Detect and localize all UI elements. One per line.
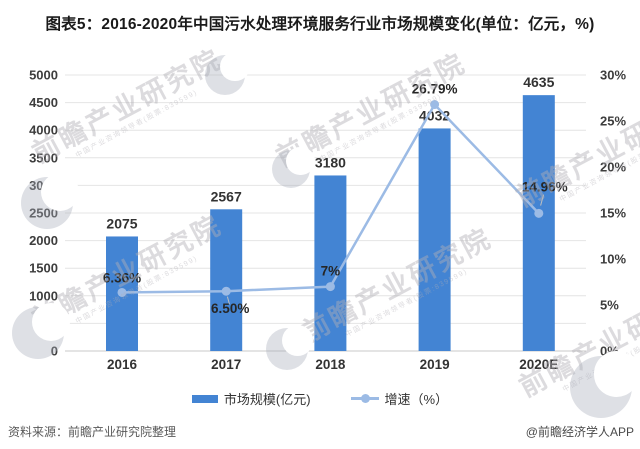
right-axis-tick: 20%: [600, 160, 626, 175]
legend-item-market-size: 市场规模(亿元): [191, 389, 311, 408]
right-axis-tick: 5%: [600, 298, 619, 313]
left-axis-tick: 3500: [29, 150, 58, 165]
chart-legend: 市场规模(亿元) 增速（%）: [0, 389, 640, 408]
x-axis-label: 2018: [315, 357, 346, 372]
growth-point: [221, 286, 231, 296]
growth-value-label: 6.36%: [103, 270, 141, 285]
growth-value-label: 6.50%: [211, 301, 249, 316]
bar-value-label: 4635: [523, 74, 554, 90]
right-axis-tick: 30%: [600, 68, 626, 83]
bar-2018: [314, 175, 347, 351]
bar-value-label: 2075: [106, 215, 137, 231]
x-axis-label: 2019: [420, 357, 450, 372]
source-note: 资料来源：前瞻产业研究院整理: [8, 425, 177, 439]
line-swatch-icon: [350, 394, 379, 403]
left-axis-tick: 2000: [29, 233, 58, 248]
legend-item-growth: 增速（%）: [350, 389, 449, 408]
bar-2017: [210, 209, 243, 351]
left-axis-tick: 500: [36, 316, 58, 331]
right-axis-tick: 25%: [600, 114, 626, 129]
left-axis-tick: 2500: [29, 206, 58, 221]
bar-2019: [418, 128, 451, 351]
left-axis-tick: 5000: [29, 68, 58, 83]
chart-title: 图表5：2016-2020年中国污水处理环境服务行业市场规模变化(单位：亿元，%…: [45, 16, 595, 33]
left-axis-tick: 0: [51, 344, 58, 359]
right-axis-tick: 10%: [600, 252, 626, 267]
bar-swatch-icon: [191, 394, 218, 403]
left-axis-tick: 3000: [29, 178, 58, 193]
left-axis-tick: 4000: [29, 123, 58, 138]
growth-value-label: 26.79%: [412, 82, 458, 97]
growth-point: [325, 282, 335, 292]
legend-label-growth: 增速（%）: [384, 392, 449, 407]
growth-point: [534, 208, 544, 218]
left-axis-tick: 1500: [29, 261, 58, 276]
credit-note: @前瞻经济学人APP: [525, 425, 634, 439]
bar-value-label: 2567: [211, 188, 242, 204]
x-axis-label: 2016: [107, 357, 138, 372]
growth-point: [117, 287, 127, 297]
right-axis-tick: 15%: [600, 206, 626, 221]
growth-value-label: 14.96%: [522, 179, 568, 194]
legend-label-market-size: 市场规模(亿元): [223, 392, 311, 407]
bar-2020E: [522, 95, 555, 351]
left-axis-tick: 1000: [29, 288, 58, 303]
label-leader-line: [226, 296, 230, 305]
growth-point: [430, 100, 440, 110]
bar-value-label: 3180: [315, 154, 346, 170]
growth-value-label: 7%: [321, 264, 341, 279]
right-axis-tick: 0%: [600, 344, 619, 359]
x-axis-label: 2017: [211, 357, 241, 372]
left-axis-tick: 4500: [29, 95, 58, 110]
label-leader-line: [540, 194, 545, 206]
x-axis-label: 2020E: [519, 357, 558, 372]
line-swatch-dot: [360, 394, 370, 403]
